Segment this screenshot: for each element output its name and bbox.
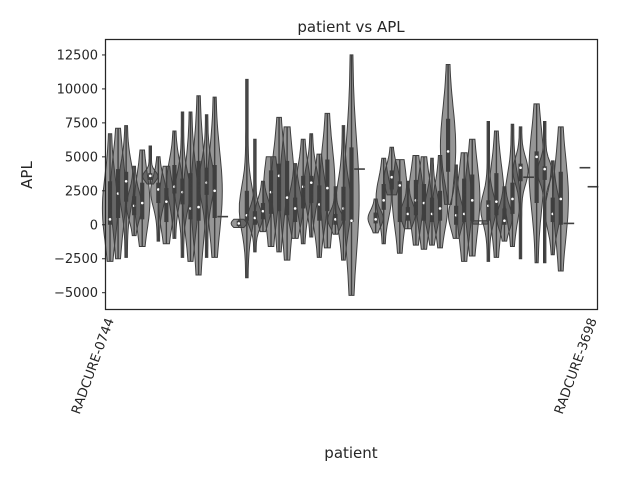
- violin-median: [148, 174, 152, 178]
- violin-median: [293, 207, 297, 210]
- y-axis: −5000 −2500 0 2500 5000 7500 10000 12500: [54, 48, 106, 301]
- violin-median: [326, 186, 329, 190]
- violin-45: [464, 138, 481, 257]
- y-axis-label: APL: [18, 161, 36, 189]
- y-tick-label: 12500: [57, 48, 98, 63]
- violin-median: [309, 181, 313, 184]
- violin-median: [495, 200, 498, 203]
- violin-median: [374, 218, 377, 221]
- violin-median: [438, 207, 442, 210]
- y-tick-label: −2500: [54, 252, 98, 267]
- violin-median: [140, 201, 144, 205]
- violin-51: [512, 126, 529, 260]
- violin-median: [406, 212, 410, 216]
- violin-median: [535, 155, 538, 159]
- y-tick-label: 10000: [57, 82, 98, 97]
- y-tick-label: 5000: [65, 150, 98, 165]
- violin-median: [350, 219, 353, 222]
- violin-median: [390, 175, 394, 179]
- chart-title: patient vs APL: [297, 18, 405, 36]
- violin-median: [237, 222, 241, 225]
- plot-area: [101, 54, 599, 296]
- violin-13: [206, 96, 223, 258]
- y-tick-label: 7500: [65, 116, 98, 131]
- violin-median: [446, 150, 450, 153]
- violin-17: [238, 78, 256, 279]
- violin-median: [253, 216, 257, 220]
- violin-median: [165, 200, 168, 203]
- y-tick-label: −5000: [54, 286, 98, 301]
- violin-median: [559, 197, 563, 201]
- violin-median: [511, 197, 514, 201]
- x-tick-label: RADCURE-0744: [69, 316, 118, 416]
- violin-median: [285, 196, 289, 199]
- violin-median: [478, 221, 482, 225]
- violin-median: [543, 167, 546, 171]
- violin-median: [470, 199, 474, 202]
- violin-median: [382, 199, 385, 202]
- x-axis-label: patient: [324, 444, 377, 462]
- violin-median: [334, 218, 337, 221]
- y-tick-label: 2500: [65, 184, 98, 199]
- violin-median: [261, 209, 265, 213]
- violin-median: [124, 179, 128, 183]
- x-tick-label: RADCURE-3698: [552, 316, 601, 416]
- plot-frame: [104, 38, 599, 311]
- violin-56: [552, 126, 569, 272]
- violin-median: [108, 218, 112, 221]
- violin-median: [519, 166, 522, 170]
- violin-median: [398, 184, 402, 187]
- violin-median: [213, 189, 216, 193]
- violin-36: [391, 159, 408, 254]
- violin-median: [503, 219, 506, 222]
- violin-53: [528, 103, 545, 264]
- violin-median: [197, 205, 200, 209]
- violin-42: [439, 64, 457, 205]
- y-tick-label: 0: [90, 218, 98, 233]
- x-axis: RADCURE-0744 RADCURE-3698: [69, 316, 601, 416]
- violin-median: [157, 188, 160, 191]
- violin-30: [343, 54, 360, 296]
